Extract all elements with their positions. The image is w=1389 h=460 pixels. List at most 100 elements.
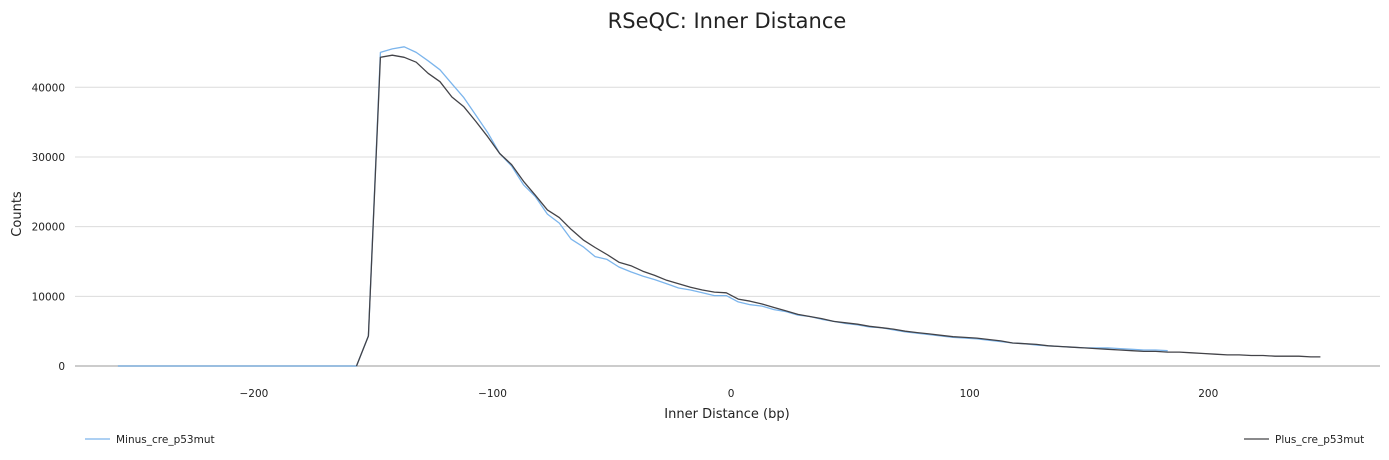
data-point[interactable] xyxy=(642,271,643,272)
data-point[interactable] xyxy=(1072,347,1073,348)
data-point[interactable] xyxy=(940,335,941,336)
data-point[interactable] xyxy=(917,332,918,333)
data-point[interactable] xyxy=(511,164,512,165)
data-point[interactable] xyxy=(964,337,965,338)
data-point[interactable] xyxy=(392,55,393,56)
data-point[interactable] xyxy=(654,275,655,276)
data-point[interactable] xyxy=(1263,355,1264,356)
data-point[interactable] xyxy=(356,365,357,366)
data-point[interactable] xyxy=(702,292,703,293)
data-point[interactable] xyxy=(1096,348,1097,349)
data-point[interactable] xyxy=(1203,353,1204,354)
data-point[interactable] xyxy=(857,324,858,325)
data-point[interactable] xyxy=(762,306,763,307)
data-point[interactable] xyxy=(893,329,894,330)
data-point[interactable] xyxy=(475,121,476,122)
data-point[interactable] xyxy=(1143,349,1144,350)
data-point[interactable] xyxy=(976,338,977,339)
data-point[interactable] xyxy=(929,333,930,334)
data-point[interactable] xyxy=(618,266,619,267)
data-point[interactable] xyxy=(738,299,739,300)
data-point[interactable] xyxy=(344,365,345,366)
data-point[interactable] xyxy=(630,265,631,266)
data-point[interactable] xyxy=(1048,345,1049,346)
data-point[interactable] xyxy=(463,97,464,98)
data-point[interactable] xyxy=(559,223,560,224)
data-point[interactable] xyxy=(487,132,488,133)
data-point[interactable] xyxy=(1167,352,1168,353)
data-point[interactable] xyxy=(1167,350,1168,351)
data-point[interactable] xyxy=(428,60,429,61)
data-point[interactable] xyxy=(666,280,667,281)
data-point[interactable] xyxy=(230,365,231,366)
data-point[interactable] xyxy=(738,301,739,302)
data-point[interactable] xyxy=(642,276,643,277)
data-point[interactable] xyxy=(666,283,667,284)
data-point[interactable] xyxy=(773,307,774,308)
data-point[interactable] xyxy=(1274,356,1275,357)
data-point[interactable] xyxy=(785,310,786,311)
data-point[interactable] xyxy=(1215,354,1216,355)
data-point[interactable] xyxy=(1179,352,1180,353)
data-point[interactable] xyxy=(1084,347,1085,348)
data-point[interactable] xyxy=(1191,352,1192,353)
data-point[interactable] xyxy=(117,365,118,366)
data-point[interactable] xyxy=(654,279,655,280)
data-point[interactable] xyxy=(821,318,822,319)
data-point[interactable] xyxy=(404,57,405,58)
data-point[interactable] xyxy=(678,283,679,284)
data-point[interactable] xyxy=(404,46,405,47)
data-point[interactable] xyxy=(451,83,452,84)
data-point[interactable] xyxy=(618,262,619,263)
data-point[interactable] xyxy=(416,62,417,63)
data-point[interactable] xyxy=(583,246,584,247)
data-point[interactable] xyxy=(1000,340,1001,341)
data-point[interactable] xyxy=(253,365,254,366)
data-point[interactable] xyxy=(499,153,500,154)
data-point[interactable] xyxy=(301,365,302,366)
data-point[interactable] xyxy=(869,326,870,327)
data-point[interactable] xyxy=(881,327,882,328)
data-point[interactable] xyxy=(1155,349,1156,350)
data-point[interactable] xyxy=(463,106,464,107)
data-point[interactable] xyxy=(678,287,679,288)
data-point[interactable] xyxy=(905,331,906,332)
legend-item[interactable]: Minus_cre_p53mut xyxy=(85,434,215,446)
data-point[interactable] xyxy=(1131,349,1132,350)
legend-item[interactable]: Plus_cre_p53mut xyxy=(1244,434,1364,446)
data-point[interactable] xyxy=(1298,356,1299,357)
data-point[interactable] xyxy=(1143,351,1144,352)
data-point[interactable] xyxy=(1320,356,1321,357)
data-point[interactable] xyxy=(1012,342,1013,343)
data-point[interactable] xyxy=(809,316,810,317)
data-point[interactable] xyxy=(1227,354,1228,355)
data-point[interactable] xyxy=(571,239,572,240)
series-line[interactable] xyxy=(117,46,1168,367)
data-point[interactable] xyxy=(1119,348,1120,349)
data-point[interactable] xyxy=(690,287,691,288)
data-point[interactable] xyxy=(439,69,440,70)
data-point[interactable] xyxy=(1286,356,1287,357)
data-point[interactable] xyxy=(428,73,429,74)
data-point[interactable] xyxy=(845,322,846,323)
data-point[interactable] xyxy=(523,184,524,185)
data-point[interactable] xyxy=(134,365,135,366)
data-point[interactable] xyxy=(595,256,596,257)
data-point[interactable] xyxy=(277,365,278,366)
data-point[interactable] xyxy=(952,336,953,337)
series-line[interactable] xyxy=(355,54,1321,367)
data-point[interactable] xyxy=(206,365,207,366)
data-point[interactable] xyxy=(158,365,159,366)
data-point[interactable] xyxy=(182,365,183,366)
data-point[interactable] xyxy=(595,247,596,248)
data-point[interactable] xyxy=(726,295,727,296)
data-point[interactable] xyxy=(714,295,715,296)
data-point[interactable] xyxy=(559,217,560,218)
data-point[interactable] xyxy=(325,365,326,366)
data-point[interactable] xyxy=(1036,344,1037,345)
data-point[interactable] xyxy=(380,52,381,53)
data-point[interactable] xyxy=(571,229,572,230)
data-point[interactable] xyxy=(1155,351,1156,352)
data-point[interactable] xyxy=(487,136,488,137)
data-point[interactable] xyxy=(797,314,798,315)
